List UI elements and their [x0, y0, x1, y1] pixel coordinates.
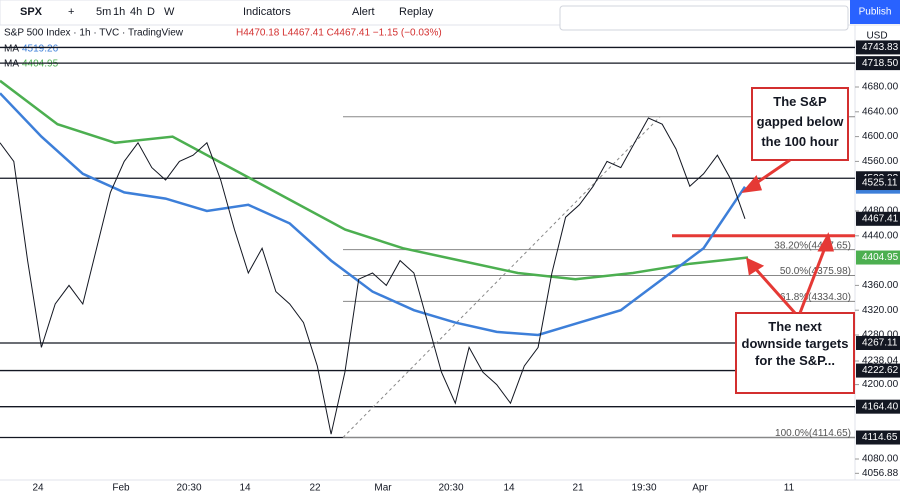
annotation: The S&P gapped below the 100 hour — [756, 94, 844, 149]
level-label: 4114.65 — [862, 432, 898, 443]
arrow — [752, 266, 797, 314]
interval[interactable]: D — [147, 6, 155, 18]
level-badge — [856, 430, 900, 445]
level-badge — [856, 56, 900, 71]
ma-legend-label: MA — [4, 44, 19, 55]
interval[interactable]: 5m — [96, 6, 111, 18]
price-badge-label: 4467.41 — [862, 213, 899, 224]
arrow — [798, 244, 828, 314]
level-label: 4718.50 — [862, 58, 899, 69]
time-label: Apr — [692, 483, 708, 494]
time-label: Mar — [374, 483, 392, 494]
symbol[interactable]: SPX — [20, 6, 43, 18]
price-badge-label: 4525.11 — [862, 178, 898, 189]
time-label: 24 — [32, 483, 44, 494]
time-label: 14 — [239, 483, 251, 494]
arrow-head — [746, 257, 765, 276]
price — [0, 117, 746, 435]
ma-legend-value: 4404.95 — [22, 59, 59, 70]
interval[interactable]: 4h — [130, 6, 142, 18]
publish-button[interactable] — [850, 0, 900, 24]
tick-label: 4640.00 — [862, 106, 899, 117]
level-label: 4267.11 — [862, 338, 898, 349]
arrows — [741, 158, 834, 314]
legend-ohlc: H4470.18 L4467.41 C4467.41 −1.15 (−0.03%… — [236, 28, 442, 39]
time-label: 19:30 — [631, 483, 656, 494]
tick-label: 4560.00 — [862, 156, 899, 167]
tick-label: 4200.00 — [862, 379, 899, 390]
ma-fast — [0, 92, 747, 337]
tick-label: 4360.00 — [862, 280, 899, 291]
time-label: 11 — [784, 483, 795, 494]
annotation-text: The next downside targets for the S&P... — [741, 319, 849, 368]
publish-label[interactable]: Publish — [859, 7, 892, 18]
time-label: 22 — [309, 483, 321, 494]
price-badge — [856, 176, 900, 191]
annotation-box — [751, 87, 849, 161]
ma-slow — [0, 79, 749, 281]
level-label: 4222.62 — [862, 365, 899, 376]
tick-label: 4320.00 — [862, 305, 899, 316]
tick-label: 4600.00 — [862, 131, 899, 142]
fib-label: 100.0%(4114.65) — [775, 428, 851, 439]
time-label: Feb — [112, 483, 130, 494]
arrow-head — [817, 232, 834, 252]
legend-title: S&P 500 Index · 1h · TVC · TradingView — [4, 28, 184, 39]
annotation-text: The S&P gapped below the 100 hour — [756, 94, 844, 149]
interval[interactable]: 1h — [113, 6, 125, 18]
time-label: 20:30 — [176, 483, 201, 494]
interval[interactable]: W — [164, 6, 175, 18]
price-badge — [856, 250, 900, 265]
time-label: 14 — [503, 483, 515, 494]
level-badge — [856, 399, 900, 414]
time-label: 20:30 — [438, 483, 463, 494]
drawing-toolbar — [559, 5, 849, 31]
tick-label: 4238.04 — [862, 356, 899, 367]
ma-legend-label: MA — [4, 59, 19, 70]
level-badge — [856, 363, 900, 378]
fib-label: 38.20%(4417.65) — [774, 240, 851, 251]
time-label: 21 — [572, 483, 584, 494]
tick-label: 4280.00 — [862, 330, 899, 341]
alert-button[interactable]: Alert — [352, 6, 375, 18]
annotation-box — [735, 312, 855, 394]
level-label: 4743.83 — [862, 42, 899, 53]
tick-label: 4056.88 — [862, 468, 899, 479]
indicators-button[interactable]: Indicators — [243, 6, 291, 18]
annotation: The next downside targets for the S&P... — [741, 319, 849, 368]
ma-legend-value: 4519.26 — [22, 44, 59, 55]
fib-label: 61.8%(4334.30) — [780, 292, 851, 303]
price-badge-label: 4404.95 — [862, 252, 899, 263]
tick-label: 4480.00 — [862, 206, 899, 217]
tick-label: 4080.00 — [862, 454, 899, 465]
replay-button[interactable]: Replay — [399, 6, 434, 18]
currency: USD — [866, 31, 887, 42]
tick-label: 4440.00 — [862, 230, 899, 241]
arrow-head — [741, 175, 763, 194]
price-badge — [856, 211, 900, 226]
level-badge — [856, 335, 900, 350]
add-symbol[interactable]: + — [68, 6, 74, 18]
level-label: 4164.40 — [862, 401, 899, 412]
level-badge — [856, 40, 900, 55]
tick-label: 4680.00 — [862, 82, 899, 93]
